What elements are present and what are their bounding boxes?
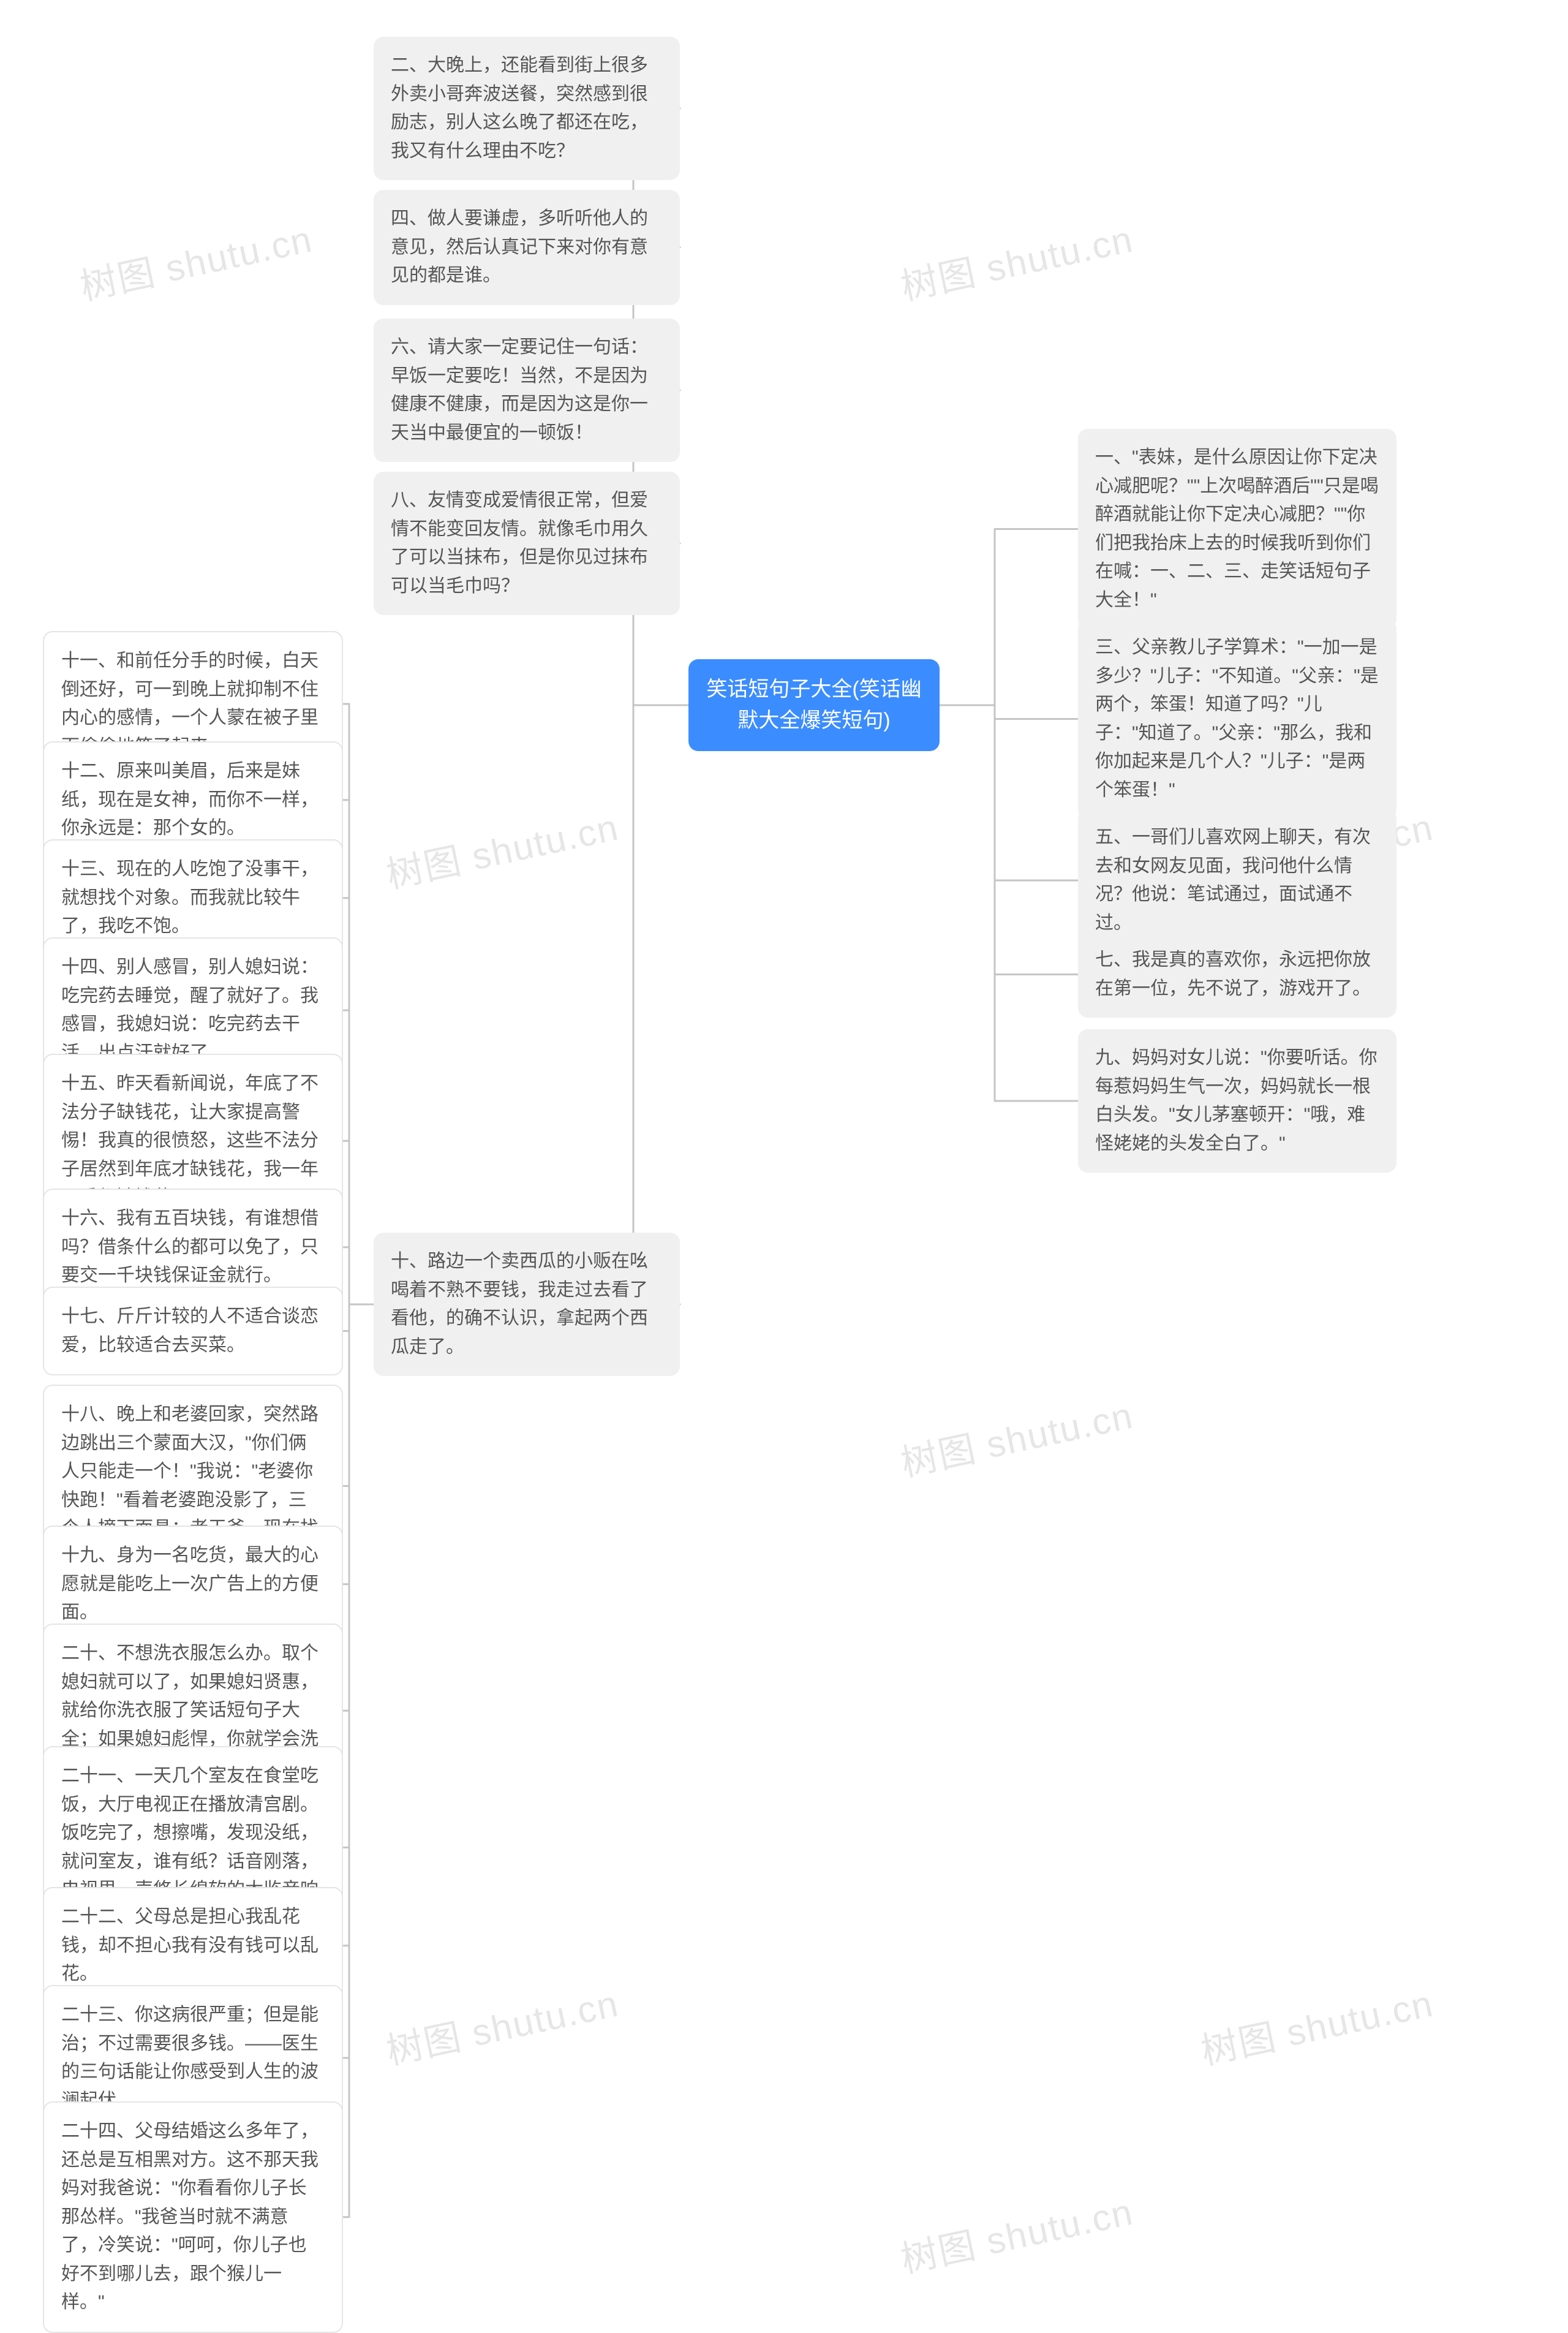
right-node-r9: 九、妈妈对女儿说："你要听话。你每惹妈妈生气一次，妈妈就长一根白头发。"女儿茅塞…: [1078, 1029, 1396, 1173]
right-node-r7: 七、我是真的喜欢你，永远把你放在第一位，先不说了，游戏开了。: [1078, 931, 1396, 1018]
right-node-text: 九、妈妈对女儿说："你要听话。你每惹妈妈生气一次，妈妈就长一根白头发。"女儿茅塞…: [1095, 1048, 1378, 1154]
left-branch-text: 六、请大家一定要记住一句话：早饭一定要吃！当然，不是因为健康不健康，而是因为这是…: [391, 337, 648, 443]
leaf-text: 十三、现在的人吃饱了没事干，就想找个对象。而我就比较牛了，我吃不饱。: [61, 859, 318, 936]
leaf-text: 十一、和前任分手的时候，白天倒还好，可一到晚上就抑制不住内心的感情，一个人蒙在被…: [61, 651, 318, 757]
left-branch-b6: 六、请大家一定要记住一句话：早饭一定要吃！当然，不是因为健康不健康，而是因为这是…: [374, 319, 680, 462]
leaf-l17: 十七、斤斤计较的人不适合谈恋爱，比较适合去买菜。: [43, 1287, 343, 1375]
right-node-r1: 一、"表妹，是什么原因让你下定决心减肥呢？""上次喝醉酒后""只是喝醉酒就能让你…: [1078, 429, 1396, 629]
left-branch-b8: 八、友情变成爱情很正常，但爱情不能变回友情。就像毛巾用久了可以当抹布，但是你见过…: [374, 472, 680, 615]
leaf-l24: 二十四、父母结婚这么多年了，还总是互相黑对方。这不那天我妈对我爸说："你看看你儿…: [43, 2101, 343, 2333]
leaf-text: 十九、身为一名吃货，最大的心愿就是能吃上一次广告上的方便面。: [61, 1545, 318, 1622]
left-branch-b10: 十、路边一个卖西瓜的小贩在吆喝着不熟不要钱，我走过去看了看他，的确不认识，拿起两…: [374, 1233, 680, 1376]
watermark: 树图 shutu.cn: [1196, 1974, 1438, 2075]
right-node-text: 三、父亲教儿子学算术："一加一是多少？"儿子："不知道。"父亲："是两个，笨蛋！…: [1095, 637, 1379, 800]
left-branch-text: 十、路边一个卖西瓜的小贩在吆喝着不熟不要钱，我走过去看了看他，的确不认识，拿起两…: [391, 1251, 648, 1357]
left-branch-b2: 二、大晚上，还能看到街上很多外卖小哥奔波送餐，突然感到很励志，别人这么晚了都还在…: [374, 37, 680, 180]
center-node: 笑话短句子大全(笑话幽默大全爆笑短句): [688, 659, 940, 751]
center-text: 笑话短句子大全(笑话幽默大全爆笑短句): [706, 678, 921, 732]
leaf-text: 二十四、父母结婚这么多年了，还总是互相黑对方。这不那天我妈对我爸说："你看看你儿…: [61, 2121, 318, 2312]
right-node-r3: 三、父亲教儿子学算术："一加一是多少？"儿子："不知道。"父亲："是两个，笨蛋！…: [1078, 619, 1396, 819]
right-node-text: 五、一哥们儿喜欢网上聊天，有次去和女网友见面，我问他什么情况？他说：笔试通过，面…: [1095, 827, 1371, 933]
left-branch-text: 八、友情变成爱情很正常，但爱情不能变回友情。就像毛巾用久了可以当抹布，但是你见过…: [391, 490, 648, 596]
watermark: 树图 shutu.cn: [895, 2182, 1137, 2283]
leaf-text: 十七、斤斤计较的人不适合谈恋爱，比较适合去买菜。: [61, 1306, 318, 1355]
leaf-text: 十二、原来叫美眉，后来是妹纸，现在是女神，而你不一样，你永远是：那个女的。: [61, 761, 318, 838]
right-node-r5: 五、一哥们儿喜欢网上聊天，有次去和女网友见面，我问他什么情况？他说：笔试通过，面…: [1078, 809, 1396, 952]
right-node-text: 七、我是真的喜欢你，永远把你放在第一位，先不说了，游戏开了。: [1095, 950, 1371, 999]
watermark: 树图 shutu.cn: [895, 1386, 1137, 1487]
leaf-text: 二十三、你这病很严重；但是能治；不过需要很多钱。——医生的三句话能让你感受到人生…: [61, 2005, 318, 2111]
left-branch-text: 四、做人要谦虚，多听听他人的意见，然后认真记下来对你有意见的都是谁。: [391, 208, 648, 285]
leaf-text: 十六、我有五百块钱，有谁想借吗？借条什么的都可以免了，只要交一千块钱保证金就行。: [61, 1208, 318, 1285]
leaf-text: 十四、别人感冒，别人媳妇说：吃完药去睡觉，醒了就好了。我感冒，我媳妇说：吃完药去…: [61, 957, 318, 1063]
left-branch-b4: 四、做人要谦虚，多听听他人的意见，然后认真记下来对你有意见的都是谁。: [374, 190, 680, 305]
watermark: 树图 shutu.cn: [381, 798, 623, 899]
left-branch-text: 二、大晚上，还能看到街上很多外卖小哥奔波送餐，突然感到很励志，别人这么晚了都还在…: [391, 55, 648, 161]
watermark: 树图 shutu.cn: [381, 1974, 623, 2075]
leaf-text: 十五、昨天看新闻说，年底了不法分子缺钱花，让大家提高警惕！我真的很愤怒，这些不法…: [61, 1073, 318, 1208]
watermark: 树图 shutu.cn: [75, 210, 317, 311]
leaf-text: 二十二、父母总是担心我乱花钱，却不担心我有没有钱可以乱花。: [61, 1907, 318, 1984]
watermark: 树图 shutu.cn: [895, 210, 1137, 311]
right-node-text: 一、"表妹，是什么原因让你下定决心减肥呢？""上次喝醉酒后""只是喝醉酒就能让你…: [1095, 447, 1379, 610]
